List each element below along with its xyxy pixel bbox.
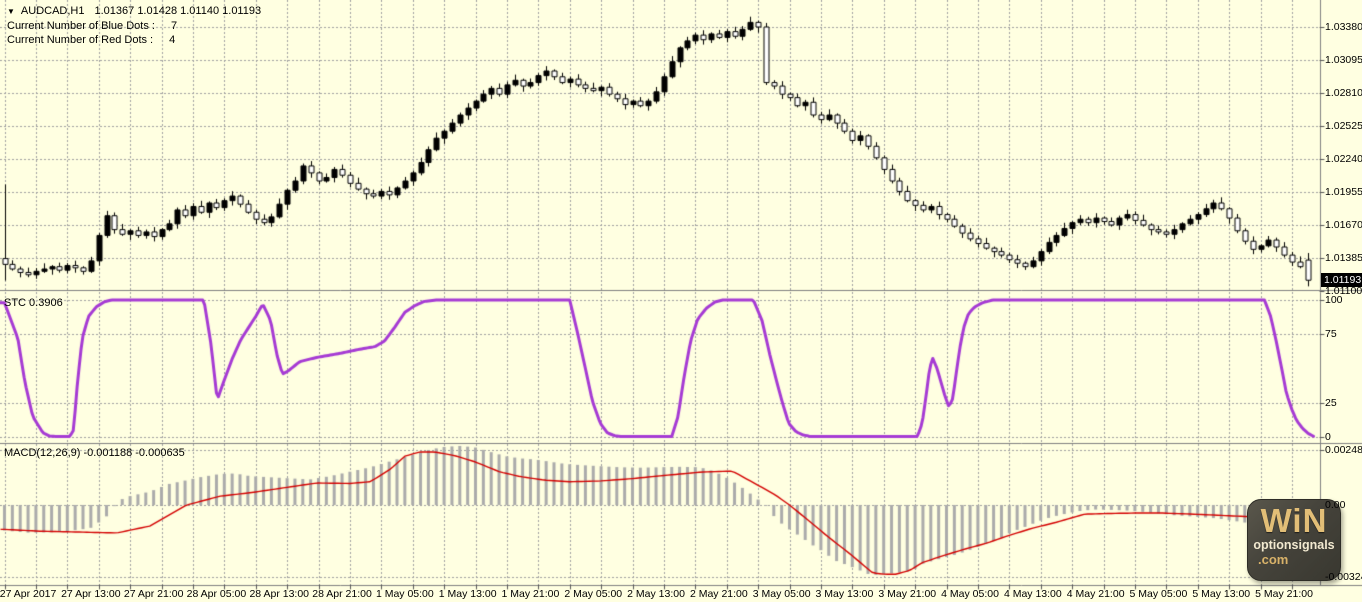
watermark-brand: WiN [1260, 502, 1328, 539]
blue-dots-label: Current Number of Blue Dots : [7, 20, 155, 32]
symbol-marker-icon: ▼ [7, 6, 15, 16]
macd-tick-label: -0.003243 [1325, 570, 1362, 583]
price-tick-label: 1.01385 [1325, 252, 1362, 264]
macd-tick-label: 0.002484 [1325, 443, 1362, 456]
macd-tick-label: 0.00 [1325, 499, 1346, 511]
red-dots-readout: Current Number of Red Dots : 4 [7, 34, 175, 46]
current-price-badge: 1.01193 [1321, 273, 1362, 288]
blue-dots-readout: Current Number of Blue Dots : 7 [7, 20, 177, 32]
price-tick-label: 1.03095 [1325, 54, 1362, 66]
price-tick-label: 1.02240 [1325, 153, 1362, 165]
time-tick-label: 27 Apr 21:00 [123, 588, 184, 600]
time-tick-label: 27 Apr 13:00 [61, 588, 121, 600]
price-tick-label: 1.01955 [1325, 186, 1362, 198]
stc-tick-label: 25 [1325, 396, 1337, 409]
time-tick-label: 28 Apr 21:00 [312, 588, 372, 600]
price-tick-label: 1.02810 [1325, 87, 1362, 99]
stc-tick-label: 0 [1325, 431, 1331, 443]
time-tick-label: 2 May 05:00 [564, 588, 623, 600]
price-tick-label: 1.02525 [1325, 120, 1362, 132]
watermark-logo: WiN optionsignals .com [1247, 499, 1341, 581]
time-tick-label: 1 May 13:00 [438, 588, 497, 600]
time-tick-label: 2 May 21:00 [689, 588, 748, 600]
symbol-timeframe: AUDCAD,H1 [20, 5, 85, 17]
time-tick-label: 5 May 13:00 [1192, 588, 1251, 600]
time-tick-label: 3 May 13:00 [815, 588, 874, 600]
time-tick-label: 5 May 05:00 [1129, 588, 1188, 600]
time-tick-label: 1 May 05:00 [375, 588, 434, 600]
watermark-subtitle: optionsignals [1253, 538, 1335, 552]
ohlc-readout: 1.01367 1.01428 1.01140 1.01193 [94, 5, 262, 17]
time-tick-label: 3 May 21:00 [878, 588, 937, 600]
red-dots-label: Current Number of Red Dots : [7, 34, 154, 46]
red-dots-value: 4 [169, 34, 176, 46]
time-tick-label: 2 May 13:00 [627, 588, 685, 600]
time-tick-label: 4 May 05:00 [941, 588, 999, 600]
price-tick-label: 1.01100 [1325, 285, 1362, 297]
time-tick-label: 28 Apr 05:00 [186, 588, 247, 600]
price-tick-label: 1.01670 [1325, 219, 1362, 231]
stc-tick-label: 100 [1325, 294, 1343, 306]
time-tick-label: 4 May 13:00 [1003, 588, 1062, 600]
time-tick-label: 1 May 21:00 [501, 588, 560, 600]
time-tick-label: 5 May 21:00 [1255, 588, 1313, 600]
watermark-domain: .com [1258, 552, 1289, 567]
stc-tick-label: 75 [1325, 328, 1337, 341]
time-tick-label: 27 Apr 2017 [0, 588, 57, 600]
time-axis[interactable]: 27 Apr 2017 27 Apr 13:00 27 Apr 21:00 28 Ap… [0, 585, 1362, 602]
time-tick-label: 28 Apr 13:00 [249, 588, 310, 600]
stc-indicator-label: STC 0.3906 [4, 297, 63, 309]
macd-indicator-label: MACD(12,26,9) -0.001188 -0.000635 [4, 447, 185, 459]
chart-title: ▼ AUDCAD,H1 1.01367 1.01428 1.01140 1.01… [7, 5, 261, 17]
price-tick-label: 1.03380 [1325, 21, 1362, 33]
time-tick-label: 3 May 05:00 [752, 588, 811, 600]
blue-dots-value: 7 [170, 20, 178, 32]
time-tick-label: 4 May 21:00 [1066, 588, 1125, 600]
